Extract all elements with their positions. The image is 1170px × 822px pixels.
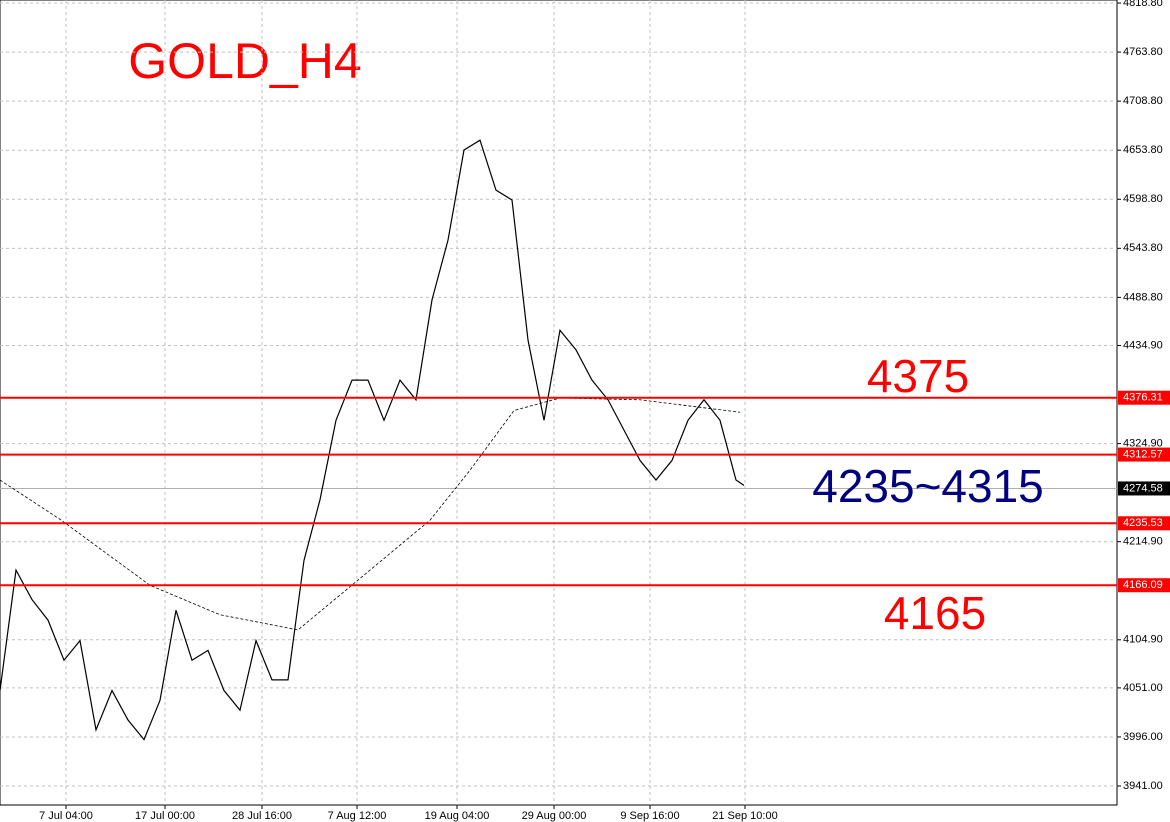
- y-tick-label: 4324.90: [1123, 437, 1163, 449]
- y-tick-label: 4763.80: [1123, 46, 1163, 58]
- x-tick-label: 29 Aug 00:00: [522, 810, 587, 822]
- level-label: 4376.31: [1123, 392, 1163, 404]
- last-price-label: 4274.58: [1123, 482, 1163, 494]
- level-label: 4166.09: [1123, 579, 1163, 591]
- last-price-box: [1118, 481, 1170, 496]
- x-tick-label: 7 Jul 04:00: [39, 810, 93, 822]
- y-tick-label: 4104.90: [1123, 634, 1163, 646]
- level-box: [1118, 390, 1170, 405]
- y-tick-label: 4051.00: [1123, 682, 1163, 694]
- y-tick-label: 4214.90: [1123, 536, 1163, 548]
- x-tick-label: 7 Aug 12:00: [328, 810, 387, 822]
- y-tick-label: 4488.80: [1123, 291, 1163, 303]
- x-tick-label: 19 Aug 04:00: [425, 810, 490, 822]
- chart-title: GOLD_H4: [128, 33, 361, 89]
- y-tick-label: 4434.90: [1123, 339, 1163, 351]
- plot-frame: [0, 0, 1118, 806]
- level-box: [1118, 578, 1170, 593]
- annotation: 4375: [867, 350, 969, 402]
- y-tick-label: 3996.00: [1123, 731, 1163, 743]
- y-tick-label: 4708.80: [1123, 95, 1163, 107]
- x-tick-label: 9 Sep 16:00: [620, 810, 679, 822]
- price-line: [0, 139, 745, 741]
- y-tick-label: 4543.80: [1123, 242, 1163, 254]
- level-label: 4312.57: [1123, 448, 1163, 460]
- y-tick-label: 4598.80: [1123, 193, 1163, 205]
- y-tick-label: 4818.80: [1123, 0, 1163, 9]
- annotation: 4165: [884, 587, 986, 639]
- level-label: 4235.53: [1123, 517, 1163, 529]
- y-tick-label: 4653.80: [1123, 144, 1163, 156]
- x-tick-label: 17 Jul 00:00: [135, 810, 195, 822]
- x-tick-label: 21 Sep 10:00: [712, 810, 777, 822]
- moving-average: [0, 397, 741, 631]
- level-box: [1118, 516, 1170, 531]
- y-tick-label: 3941.00: [1123, 780, 1163, 792]
- x-tick-label: 28 Jul 16:00: [232, 810, 292, 822]
- level-box: [1118, 447, 1170, 462]
- annotation: 4235~4315: [812, 460, 1044, 512]
